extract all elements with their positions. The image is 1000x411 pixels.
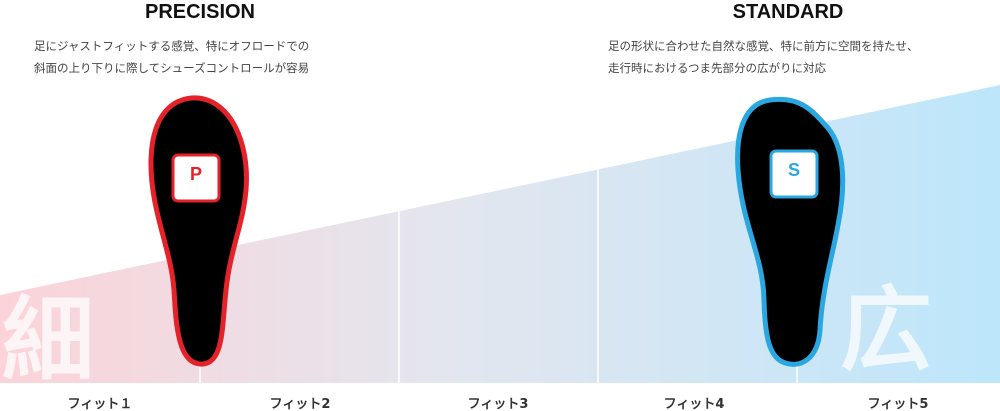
left-title: PRECISION [145,1,255,23]
right-title: STANDARD [733,1,844,23]
right-desc: 走行時におけるつま先部分の広がりに対応 [608,61,827,75]
fit-label: フィット１ [68,397,133,411]
fit-label: フィット4 [664,397,725,411]
precision-badge-letter: P [190,164,202,184]
wide-label: 広 [840,277,932,384]
standard-badge [769,149,819,199]
left-desc: 斜面の上り下りに際してシューズコントロールが容易 [34,61,309,75]
standard-badge-letter: S [788,160,800,180]
right-desc: 足の形状に合わせた自然な感覚、特に前方に空間を持たせ、 [608,39,919,53]
left-desc: 足にジャストフィットする感覚、特にオフロードでの [34,39,309,53]
narrow-label: 細 [2,287,94,394]
fit-label: フィット2 [270,397,331,411]
precision-badge [171,153,221,203]
fit-label: フィット5 [868,397,929,411]
fit-label: フィット3 [468,397,529,411]
